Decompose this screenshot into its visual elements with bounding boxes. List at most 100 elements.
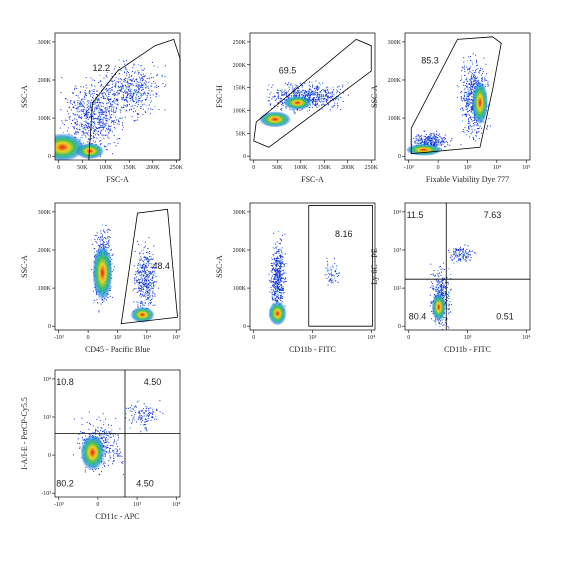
event-dot bbox=[85, 121, 86, 122]
event-dot bbox=[465, 259, 466, 260]
event-dot bbox=[90, 424, 91, 425]
event-dot bbox=[98, 128, 99, 129]
event-dot bbox=[146, 293, 147, 294]
event-dot bbox=[141, 274, 142, 275]
event-dot bbox=[68, 113, 69, 114]
event-dot bbox=[107, 144, 108, 145]
event-dot bbox=[142, 280, 143, 281]
event-dot bbox=[141, 84, 142, 85]
event-dot bbox=[87, 101, 88, 102]
event-dot bbox=[147, 257, 148, 258]
event-dot bbox=[84, 121, 85, 122]
y-tick-label: 100K bbox=[38, 116, 52, 122]
event-dot bbox=[272, 300, 273, 301]
event-dot bbox=[152, 288, 153, 289]
event-dot bbox=[75, 105, 76, 106]
event-dot bbox=[462, 100, 463, 101]
event-dot bbox=[74, 114, 75, 115]
event-dot bbox=[467, 253, 468, 254]
event-dot bbox=[135, 271, 136, 272]
event-dot bbox=[487, 126, 488, 127]
event-dot bbox=[131, 83, 132, 84]
event-dot bbox=[309, 85, 310, 86]
event-dot bbox=[151, 77, 152, 78]
event-dot bbox=[269, 280, 270, 281]
event-dot bbox=[140, 260, 141, 261]
event-dot bbox=[141, 295, 142, 296]
event-dot bbox=[475, 253, 476, 254]
event-dot bbox=[153, 305, 154, 306]
event-dot bbox=[431, 285, 432, 286]
event-dot bbox=[311, 94, 312, 95]
event-dot bbox=[321, 96, 322, 97]
event-dot bbox=[472, 126, 473, 127]
event-dot bbox=[424, 142, 425, 143]
event-dot bbox=[459, 248, 460, 249]
event-dot bbox=[139, 86, 140, 87]
event-dot bbox=[132, 98, 133, 99]
event-dot bbox=[114, 120, 115, 121]
event-dot bbox=[134, 101, 135, 102]
event-dot bbox=[103, 231, 104, 232]
event-dot bbox=[110, 116, 111, 117]
event-dot bbox=[469, 87, 470, 88]
event-dot bbox=[133, 111, 134, 112]
event-dot bbox=[140, 252, 141, 253]
x-tick-label: 10³ bbox=[114, 335, 122, 341]
event-dot bbox=[282, 286, 283, 287]
event-dot bbox=[278, 297, 279, 298]
event-dot bbox=[87, 128, 88, 129]
event-dot bbox=[148, 303, 149, 304]
event-dot bbox=[270, 282, 271, 283]
event-dot bbox=[164, 86, 165, 87]
event-dot bbox=[313, 98, 314, 99]
x-tick-label: 200K bbox=[146, 165, 160, 171]
event-dot bbox=[144, 76, 145, 77]
event-dot bbox=[463, 257, 464, 258]
event-dot bbox=[337, 276, 338, 277]
y-tick-label: 200K bbox=[233, 248, 247, 254]
event-dot bbox=[280, 256, 281, 257]
x-tick-label: 50K bbox=[77, 165, 88, 171]
event-dot bbox=[64, 124, 65, 125]
event-dot bbox=[476, 133, 477, 134]
event-dot bbox=[430, 295, 431, 296]
y-axis-label: SSC-A bbox=[370, 85, 379, 108]
event-dot bbox=[108, 94, 109, 95]
event-dot bbox=[438, 288, 439, 289]
event-dot bbox=[448, 282, 449, 283]
event-dot bbox=[120, 456, 121, 457]
event-dot bbox=[150, 95, 151, 96]
event-dot bbox=[84, 115, 85, 116]
event-dot bbox=[107, 242, 108, 243]
event-dot bbox=[461, 98, 462, 99]
event-dot bbox=[119, 124, 120, 125]
gate bbox=[89, 39, 180, 160]
event-dot bbox=[105, 93, 106, 94]
event-dot bbox=[283, 272, 284, 273]
event-dot bbox=[278, 278, 279, 279]
event-dot bbox=[154, 281, 155, 282]
event-dot bbox=[100, 125, 101, 126]
event-dot bbox=[126, 87, 127, 88]
event-dot bbox=[444, 142, 445, 143]
event-dot bbox=[145, 279, 146, 280]
event-dot bbox=[109, 101, 110, 102]
event-dot bbox=[111, 104, 112, 105]
event-dot bbox=[475, 76, 476, 77]
event-dot bbox=[140, 275, 141, 276]
event-dot bbox=[467, 111, 468, 112]
event-dot bbox=[447, 142, 448, 143]
x-tick-label: 0 bbox=[87, 335, 90, 341]
event-dot bbox=[151, 86, 152, 87]
event-dot bbox=[142, 85, 143, 86]
event-dot bbox=[151, 273, 152, 274]
event-dot bbox=[104, 111, 105, 112]
event-dot bbox=[139, 295, 140, 296]
event-dot bbox=[119, 67, 120, 68]
event-dot bbox=[81, 124, 82, 125]
event-dot bbox=[482, 79, 483, 80]
gate-percentage: 69.5 bbox=[279, 65, 297, 75]
event-dot bbox=[439, 273, 440, 274]
